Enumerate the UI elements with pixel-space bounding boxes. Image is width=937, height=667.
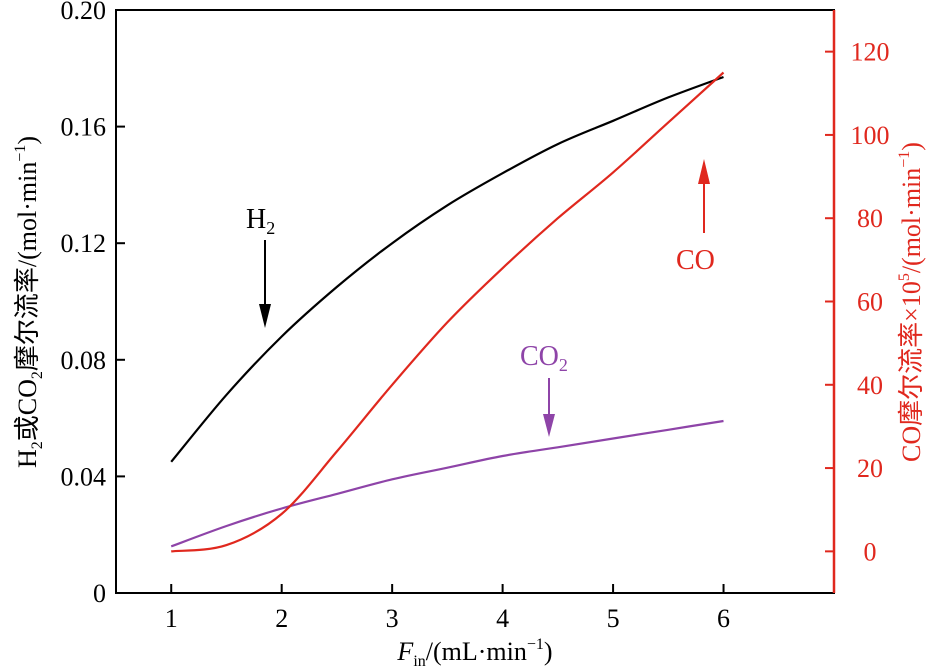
left-y-tick-label: 0.04: [61, 462, 107, 491]
co-annotation: CO: [676, 159, 715, 276]
x-axis: 1 2 3 4 5 6: [165, 584, 730, 633]
left-y-tick-label: 0.12: [61, 229, 107, 258]
right-y-tick-label: 120: [851, 38, 890, 67]
right-y-tick-label: 100: [851, 121, 890, 150]
left-y-axis: 0 0.04 0.08 0.12 0.16 0.20: [61, 0, 125, 608]
x-tick-label: 4: [496, 604, 509, 633]
x-tick-label: 6: [717, 604, 730, 633]
h2-arrow-head: [259, 304, 271, 328]
co-series-label: CO: [676, 245, 715, 276]
left-y-tick-label: 0.08: [61, 346, 107, 375]
right-y-tick-label: 0: [864, 537, 877, 566]
right-y-axis: 0 20 40 60 80 100 120: [825, 38, 890, 566]
plot-frame: [115, 9, 835, 594]
right-y-tick-label: 60: [857, 288, 883, 317]
left-y-tick-label: 0: [93, 579, 106, 608]
right-y-tick-label: 80: [857, 204, 883, 233]
h2-series-label: H2: [246, 204, 275, 238]
x-tick-label: 1: [165, 604, 178, 633]
x-axis-title: Fin/(mL·min−1): [396, 636, 552, 667]
co-line: [171, 71, 725, 553]
left-y-tick-label: 0.20: [61, 0, 107, 25]
h2-line: [170, 75, 724, 463]
h2-annotation: H2: [246, 204, 275, 328]
series-lines: [170, 71, 725, 553]
x-tick-label: 2: [275, 604, 288, 633]
x-tick-label: 5: [607, 604, 620, 633]
co-arrow-head: [698, 159, 710, 184]
co2-arrow-head: [543, 414, 555, 437]
left-y-axis-title: H2或CO2摩尔流率/(mol·min−1): [12, 136, 46, 468]
left-y-tick-label: 0.16: [61, 113, 107, 142]
right-y-tick-label: 20: [857, 454, 883, 483]
co2-line: [170, 419, 724, 548]
co2-series-label: CO2: [520, 341, 568, 375]
x-tick-label: 3: [386, 604, 399, 633]
right-y-tick-label: 40: [857, 371, 883, 400]
co2-annotation: CO2: [520, 341, 568, 437]
right-y-axis-title: CO摩尔流率×105/(mol·min−1): [896, 142, 926, 462]
